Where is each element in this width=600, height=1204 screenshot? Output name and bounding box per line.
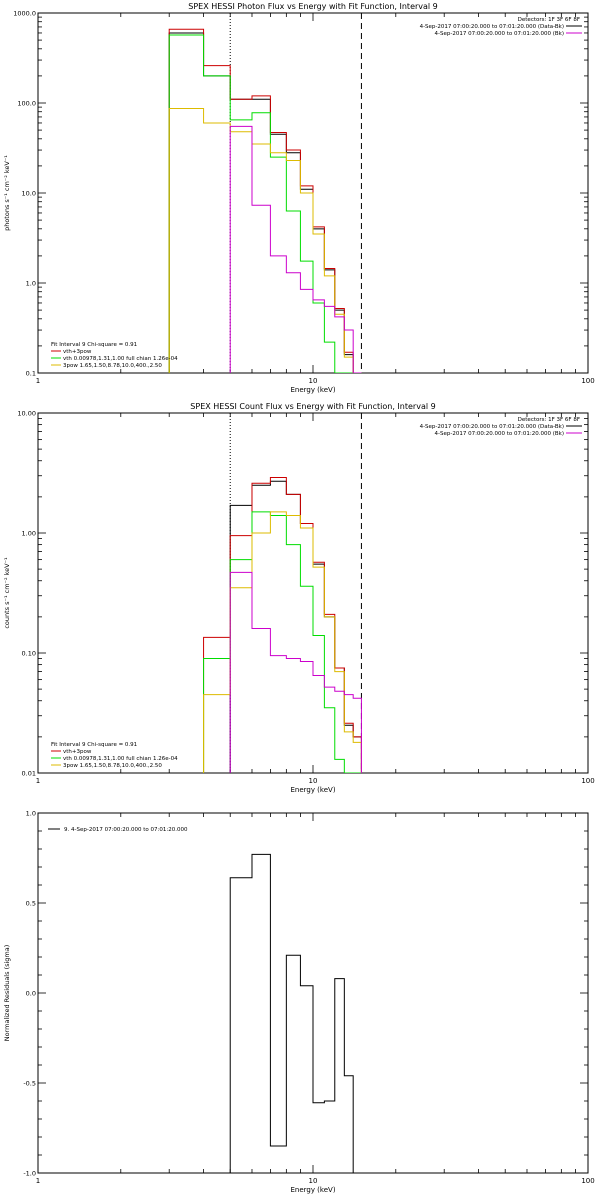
y-tick-label: 1.0 — [26, 280, 36, 288]
chart-panel-1: SPEX HESSI Photon Flux vs Energy with Fi… — [3, 2, 595, 394]
legend-entry-label: 4-Sep-2017 07:00:20.000 to 07:01:20.000 … — [435, 431, 565, 437]
fit-legend-label: vth+3pow — [63, 349, 92, 355]
series-total — [229, 853, 354, 1173]
series-bk — [229, 571, 362, 773]
y-tick-label: 100.0 — [17, 100, 36, 108]
y-tick-label: 1.0 — [26, 810, 36, 818]
y-tick-label: 10.00 — [17, 410, 36, 418]
x-tick-label: 10 — [309, 377, 318, 385]
chart-panel-2: SPEX HESSI Count Flux vs Energy with Fit… — [3, 402, 595, 794]
x-axis-label: Energy (keV) — [290, 786, 335, 794]
y-tick-label: 1.00 — [22, 530, 36, 538]
legend-detectors: Detectors: 1F 3F 6F 8F — [518, 17, 580, 23]
x-tick-label: 100 — [581, 377, 594, 385]
y-tick-label: 0.5 — [26, 900, 36, 908]
fit-legend-label: 3pow 1.65,1.50,8.78,10.0,400.,2.50 — [63, 363, 162, 369]
series-pow — [168, 107, 362, 373]
chart-panel-3: 1 10 100 -1.0 -0.5 0.0 0.5 1.0 Energy (keV) Norma… — [3, 810, 595, 1195]
fit-legend-label: vth+3pow — [63, 749, 92, 755]
series-fit — [168, 28, 362, 373]
x-tick-label: 1 — [36, 377, 40, 385]
x-tick-label: 10 — [309, 1177, 318, 1185]
y-tick-label: 10.0 — [22, 190, 36, 198]
x-axis-label: Energy (keV) — [290, 386, 335, 394]
x-tick-label: 1 — [36, 1177, 40, 1185]
legend-entry-label: 4-Sep-2017 07:00:20.000 to 07:01:20.000 … — [435, 31, 565, 37]
series-total — [229, 480, 362, 773]
fit-legend-label: 3pow 1.65,1.50,8.78,10.0,400.,2.50 — [63, 763, 162, 769]
y-tick-label: 0.01 — [22, 770, 36, 778]
y-axis-label: counts s⁻¹ cm⁻² keV⁻¹ — [3, 557, 11, 629]
series-group — [229, 853, 354, 1173]
x-tick-label: 100 — [581, 777, 594, 785]
x-axis-label: Energy (keV) — [290, 1186, 335, 1194]
fit-legend-label: Fit Interval 9 Chi-square = 0.91 — [51, 342, 137, 348]
y-tick-label: 0.0 — [26, 990, 36, 998]
x-tick-label: 100 — [581, 1177, 594, 1185]
legend-entry-label: 4-Sep-2017 07:00:20.000 to 07:01:20.000 … — [420, 24, 564, 30]
fit-legend-label: vth 0.00978,1.31,1.00 full chian 1.26e-0… — [63, 356, 178, 362]
chart-title: SPEX HESSI Count Flux vs Energy with Fit… — [190, 402, 435, 411]
y-tick-label: 1000.0 — [13, 10, 36, 18]
legend-entry-label: 9. 4-Sep-2017 07:00:20.000 to 07:01:20.0… — [64, 827, 188, 833]
y-tick-label: 0.10 — [22, 650, 36, 658]
series-vth — [203, 511, 362, 773]
y-axis-label: Normalized Residuals (sigma) — [3, 945, 11, 1042]
legend-entry-label: 4-Sep-2017 07:00:20.000 to 07:01:20.000 … — [420, 424, 564, 430]
series-total — [168, 32, 362, 373]
y-tick-label: 0.1 — [26, 370, 36, 378]
series-group — [168, 28, 362, 373]
legend-detectors: Detectors: 1F 3F 6F 8F — [518, 417, 580, 423]
x-tick-label: 10 — [309, 777, 318, 785]
series-fit — [203, 477, 362, 773]
chart-title: SPEX HESSI Photon Flux vs Energy with Fi… — [188, 2, 438, 11]
series-pow — [203, 511, 362, 773]
series-vth — [168, 34, 362, 373]
x-tick-label: 1 — [36, 777, 40, 785]
y-tick-label: -0.5 — [23, 1080, 36, 1088]
fit-legend-label: Fit Interval 9 Chi-square = 0.91 — [51, 742, 137, 748]
y-tick-label: -1.0 — [23, 1170, 36, 1178]
series-bk — [229, 125, 362, 373]
series-group — [203, 477, 362, 773]
y-axis-label: photons s⁻¹ cm⁻² keV⁻¹ — [3, 155, 11, 231]
fit-legend-label: vth 0.00978,1.31,1.00 full chian 1.26e-0… — [63, 756, 178, 762]
